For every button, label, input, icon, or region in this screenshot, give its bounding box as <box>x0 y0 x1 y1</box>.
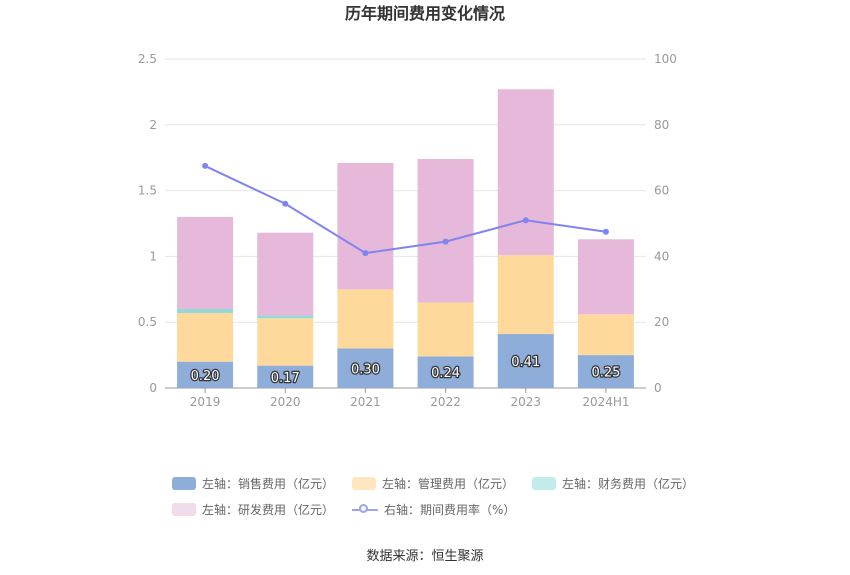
data-source: 数据来源：恒生聚源 <box>366 549 484 564</box>
bar-segment <box>417 159 474 303</box>
left-axis-tick-label: 0 <box>149 381 157 395</box>
bar-segment <box>417 302 474 357</box>
bar-segment <box>257 318 314 366</box>
legend-item-rate[interactable]: 右轴：期间费用率（%） <box>352 501 515 518</box>
left-axis-tick-label: 1.5 <box>138 184 157 198</box>
x-axis-tick-label: 2024H1 <box>582 395 629 409</box>
rate-line <box>204 165 607 255</box>
left-axis-tick-label: 2 <box>149 118 157 132</box>
legend-row-1: 左轴：销售费用（亿元） 左轴：管理费用（亿元） 左轴：财务费用（亿元） <box>172 472 694 494</box>
legend-swatch-finance <box>532 476 557 490</box>
right-axis-tick-label: 60 <box>654 184 669 198</box>
bar-segment <box>577 355 634 388</box>
x-axis-tick-label: 2021 <box>350 395 381 409</box>
bar-data-label: 0.30 <box>351 362 380 377</box>
legend: 左轴：销售费用（亿元） 左轴：管理费用（亿元） 左轴：财务费用（亿元） 左轴：研… <box>172 472 694 524</box>
chart-svg: 历年期间费用变化情况 0 0.5 1 1.5 2 2.5 0 20 40 60 80 100 2019 20… <box>138 4 677 409</box>
rate-point <box>362 250 369 257</box>
legend-label-admin: 左轴：管理费用（亿元） <box>382 476 515 491</box>
legend-item-sales[interactable]: 左轴：销售费用（亿元） <box>172 475 334 492</box>
x-axis-tick-label: 2020 <box>270 395 301 409</box>
left-axis-tick-label: 2.5 <box>138 52 157 66</box>
bar-segment <box>177 309 234 313</box>
bar-data-label: 0.20 <box>191 369 220 384</box>
legend-label-rnd: 左轴：研发费用（亿元） <box>202 502 335 517</box>
bar-segment <box>497 334 554 388</box>
right-axis-tick-label: 40 <box>654 249 669 263</box>
rate-point <box>202 162 209 169</box>
bar-segment <box>337 289 394 349</box>
legend-item-admin[interactable]: 左轴：管理费用（亿元） <box>352 475 514 492</box>
bar-data-label: 0.24 <box>431 366 460 381</box>
legend-swatch-sales <box>172 476 196 490</box>
bar-segment <box>257 365 314 388</box>
bar-data-label: 0.17 <box>271 371 300 386</box>
legend-swatch-rnd <box>172 502 196 516</box>
bar-segment <box>177 361 234 388</box>
bar-segment <box>337 348 394 388</box>
bar-segment <box>257 232 314 316</box>
legend-item-finance[interactable]: 左轴：财务费用（亿元） <box>532 475 694 492</box>
right-axis-tick-label: 0 <box>654 381 662 395</box>
left-axis-tick-label: 0.5 <box>138 315 157 329</box>
bar-segment <box>497 89 554 256</box>
bar-segment <box>417 356 474 388</box>
bar-segment <box>177 216 234 310</box>
legend-label-rate: 右轴：期间费用率（%） <box>384 502 516 517</box>
rate-point <box>442 238 449 245</box>
legend-label-sales: 左轴：销售费用（亿元） <box>202 476 335 491</box>
rate-point <box>522 217 529 224</box>
legend-label-finance: 左轴：财务费用（亿元） <box>562 476 695 491</box>
legend-item-rnd[interactable]: 左轴：研发费用（亿元） <box>172 501 334 518</box>
bar-segment <box>497 255 554 335</box>
x-axis-tick-label: 2022 <box>430 395 461 409</box>
legend-row-2: 左轴：研发费用（亿元） 右轴：期间费用率（%） <box>172 498 692 520</box>
bar-data-label: 0.41 <box>511 355 540 370</box>
right-axis-tick-label: 100 <box>654 52 677 66</box>
right-axis-tick-label: 80 <box>654 118 669 132</box>
right-axis-tick-label: 20 <box>654 315 669 329</box>
chart-title: 历年期间费用变化情况 <box>345 4 505 23</box>
bar-data-label: 0.25 <box>591 366 620 381</box>
bar-segment <box>577 314 634 356</box>
x-axis-tick-label: 2019 <box>190 395 221 409</box>
bar-segment <box>577 239 634 315</box>
bar-segment <box>177 312 234 362</box>
x-axis-tick-label: 2023 <box>510 395 541 409</box>
legend-swatch-admin <box>352 476 377 490</box>
rate-point <box>282 200 289 207</box>
left-axis-tick-label: 1 <box>149 249 157 263</box>
legend-swatch-rate <box>352 503 379 516</box>
bar-segment <box>337 162 394 290</box>
rate-point <box>602 228 609 235</box>
bar-segment <box>257 315 314 319</box>
